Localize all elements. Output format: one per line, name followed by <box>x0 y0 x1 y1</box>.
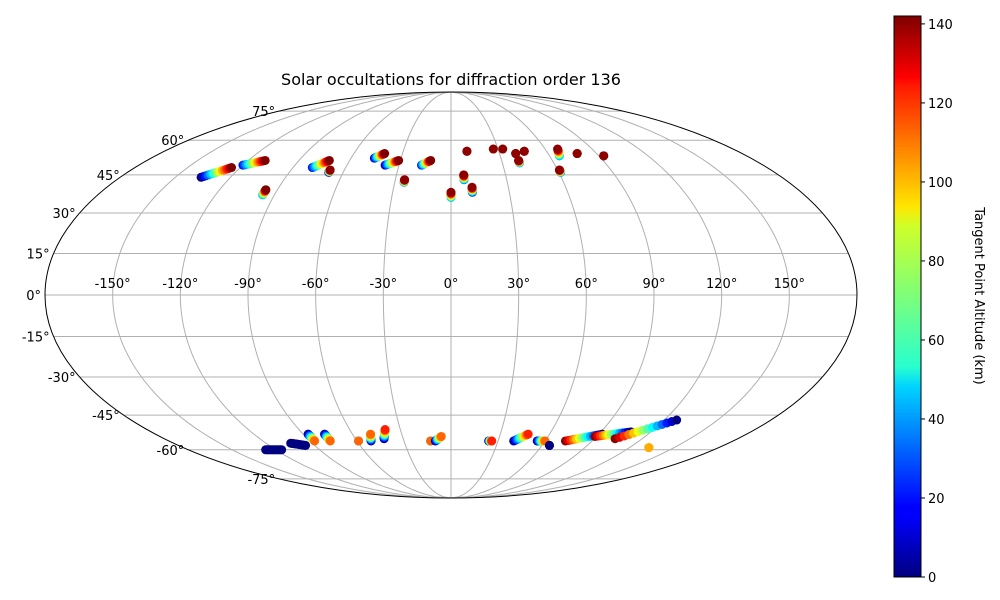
data-point <box>462 146 472 156</box>
colorbar-ticks: 0 20 40 60 80 100 120 140 <box>921 18 953 586</box>
data-point <box>544 440 554 450</box>
x-tick-label: 30° <box>507 277 530 292</box>
x-tick-label: 150° <box>774 277 805 292</box>
y-tick-label: 15° <box>27 247 50 262</box>
colorbar-tick-label: 20 <box>928 492 945 507</box>
data-point <box>400 175 410 185</box>
data-point <box>260 155 270 165</box>
y-tick-label: 60° <box>161 134 184 149</box>
data-point <box>467 182 477 192</box>
data-point <box>354 436 364 446</box>
axis-ticks: -150° -120° -90° -60° -30° 0° 30° 60° 90° 120° 150… <box>22 105 805 488</box>
chart-title: Solar occultations for diffraction order… <box>281 70 621 89</box>
x-tick-label: 120° <box>706 277 737 292</box>
colorbar-tick-label: 100 <box>928 176 953 191</box>
data-point <box>325 165 335 175</box>
y-tick-label: 75° <box>252 105 275 120</box>
data-point <box>599 151 609 161</box>
x-tick-label: 90° <box>642 277 665 292</box>
data-point <box>380 425 390 435</box>
occultation-points <box>196 144 682 455</box>
data-point <box>487 436 497 446</box>
data-point <box>227 163 237 173</box>
colorbar-tick-label: 80 <box>928 255 945 270</box>
data-point <box>310 436 320 446</box>
y-tick-label: -15° <box>22 331 50 346</box>
data-point <box>572 149 582 159</box>
data-point <box>553 144 563 154</box>
data-point <box>498 144 508 154</box>
x-tick-label: -90° <box>234 277 262 292</box>
data-point <box>436 431 446 441</box>
map-grid <box>45 92 857 498</box>
y-tick-label: -30° <box>48 371 76 386</box>
data-point <box>523 429 533 439</box>
data-point <box>394 155 404 165</box>
colorbar-tick-label: 0 <box>928 571 936 586</box>
y-tick-label: 30° <box>53 207 76 222</box>
x-tick-label: -30° <box>369 277 397 292</box>
data-point <box>324 155 334 165</box>
y-tick-label: 45° <box>97 169 120 184</box>
colorbar-gradient <box>893 15 922 578</box>
data-point <box>301 440 311 450</box>
data-point <box>514 155 524 165</box>
data-point <box>644 443 654 453</box>
y-tick-label: -60° <box>157 444 185 459</box>
x-tick-label: -60° <box>302 277 330 292</box>
y-tick-label: 0° <box>26 289 41 304</box>
data-point <box>511 149 521 159</box>
colorbar-tick-label: 60 <box>928 334 945 349</box>
data-point <box>519 146 529 156</box>
y-tick-label: -45° <box>92 409 120 424</box>
data-point <box>277 445 287 455</box>
colorbar-label: Tangent Point Altitude (km) <box>971 206 986 384</box>
data-point <box>380 149 390 159</box>
x-tick-label: -120° <box>162 277 198 292</box>
data-point <box>459 170 469 180</box>
data-point <box>672 415 682 425</box>
map-outline <box>44 91 858 499</box>
colorbar-tick-label: 40 <box>928 413 945 428</box>
colorbar-tick-label: 120 <box>928 97 953 112</box>
x-tick-label: 0° <box>444 277 459 292</box>
data-point <box>366 429 376 439</box>
x-tick-label: 60° <box>575 277 598 292</box>
colorbar-tick-label: 140 <box>928 18 953 33</box>
colorbar: 0 20 40 60 80 100 120 140 Tangent Point Altitud… <box>893 15 986 586</box>
data-point <box>261 185 271 195</box>
y-tick-label: -75° <box>247 473 275 488</box>
data-point <box>426 155 436 165</box>
x-tick-label: -150° <box>95 277 131 292</box>
data-point <box>446 187 456 197</box>
data-point <box>554 165 564 175</box>
data-point <box>488 144 498 154</box>
data-point <box>325 436 335 446</box>
